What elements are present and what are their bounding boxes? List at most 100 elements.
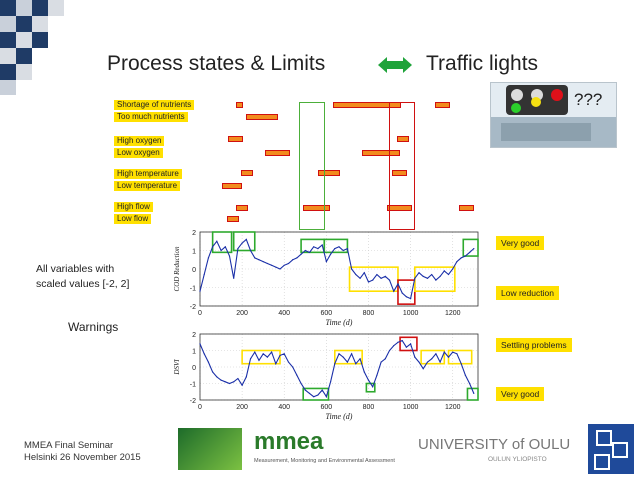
data-point — [313, 396, 315, 398]
highlight-box-yellow — [420, 349, 446, 365]
data-point — [422, 368, 424, 370]
scaled-note-line2: scaled values [-2, 2] — [36, 278, 130, 290]
mmea-logo-subtitle: Measurement, Monitoring and Environmenta… — [254, 458, 395, 464]
note-settling-problems: Settling problems — [496, 338, 572, 352]
data-point — [363, 371, 365, 373]
data-point — [224, 381, 226, 383]
data-point — [220, 379, 222, 381]
data-point — [338, 246, 340, 248]
state-bar — [236, 102, 243, 108]
x-tick-label: 1000 — [403, 310, 419, 317]
data-point — [262, 261, 264, 263]
highlight-box-green — [302, 387, 330, 401]
mmea-logo-text: mmea — [254, 428, 324, 455]
data-point — [283, 264, 285, 266]
data-point — [262, 353, 264, 355]
x-tick-label: 400 — [278, 404, 290, 411]
footer-line2: Helsinki 26 November 2015 — [24, 452, 141, 463]
data-point — [292, 366, 294, 368]
data-point — [199, 343, 201, 345]
highlight-box-green — [299, 102, 325, 230]
data-point — [405, 296, 407, 298]
state-bar — [387, 205, 412, 211]
data-point — [254, 257, 256, 259]
data-point — [447, 356, 450, 358]
university-logo-text: UNIVERSITY of OULU — [418, 436, 571, 453]
data-point — [287, 361, 290, 363]
state-bar — [222, 183, 242, 189]
data-point — [414, 356, 416, 358]
data-point — [473, 392, 475, 394]
data-point — [317, 248, 319, 250]
data-point — [271, 264, 273, 266]
y-tick-label: -2 — [190, 304, 196, 311]
x-tick-label: 600 — [321, 404, 333, 411]
data-point — [405, 346, 407, 348]
data-point — [443, 270, 445, 272]
data-point — [308, 392, 311, 394]
data-point — [435, 279, 437, 281]
x-tick-label: 200 — [236, 310, 248, 317]
university-emblem — [588, 424, 634, 474]
double-arrow-icon — [378, 57, 412, 73]
data-point — [266, 262, 268, 265]
data-point — [393, 344, 395, 347]
scaled-note-line1: All variables with — [36, 263, 115, 275]
y-tick-label: 1 — [192, 249, 196, 256]
y-tick-label: -1 — [190, 286, 196, 293]
data-point — [431, 273, 433, 276]
data-point — [334, 248, 336, 250]
data-point — [258, 259, 260, 261]
data-point — [325, 396, 327, 398]
data-point — [325, 261, 327, 263]
x-tick-label: 600 — [321, 310, 333, 317]
data-point — [439, 275, 441, 277]
data-point — [414, 277, 416, 279]
highlight-box-yellow — [333, 349, 363, 365]
data-point — [279, 268, 281, 270]
x-tick-label: 1200 — [445, 310, 461, 317]
data-point — [401, 292, 403, 294]
data-point — [452, 351, 454, 353]
highlight-box-green — [232, 231, 256, 252]
y-tick-label: 2 — [192, 230, 196, 237]
state-bar — [228, 136, 243, 142]
highlight-box-green — [211, 231, 233, 254]
slide-title-right: Traffic lights — [426, 52, 539, 75]
data-point — [300, 382, 302, 385]
data-point — [212, 371, 214, 373]
y-tick-label: 2 — [192, 332, 196, 339]
data-point — [460, 257, 462, 259]
data-point — [338, 353, 340, 355]
state-bar — [362, 150, 400, 156]
data-point — [313, 246, 315, 248]
data-point — [245, 238, 247, 240]
data-point — [329, 381, 332, 383]
data-point — [342, 356, 344, 358]
x-tick-label: 800 — [363, 404, 375, 411]
data-point — [334, 363, 336, 365]
label-low-temperature: Low temperature — [114, 181, 181, 191]
label-high-flow: High flow — [114, 202, 153, 212]
data-point — [304, 389, 306, 391]
traffic-light-image — [490, 82, 617, 148]
data-point — [372, 386, 374, 388]
data-point — [426, 361, 429, 363]
label-too-much-nutrients: Too much nutrients — [114, 112, 188, 122]
state-bar — [303, 205, 330, 211]
data-point — [207, 257, 210, 259]
data-point — [275, 363, 277, 365]
data-point — [401, 340, 403, 342]
data-point — [346, 361, 349, 363]
data-point — [296, 257, 298, 259]
data-point — [212, 246, 214, 248]
data-point — [397, 283, 399, 285]
data-point — [452, 268, 454, 270]
data-point — [447, 273, 450, 276]
data-point — [355, 363, 357, 365]
data-point — [443, 351, 445, 353]
state-bar — [265, 150, 290, 156]
data-point — [283, 353, 285, 355]
data-point — [249, 249, 252, 252]
